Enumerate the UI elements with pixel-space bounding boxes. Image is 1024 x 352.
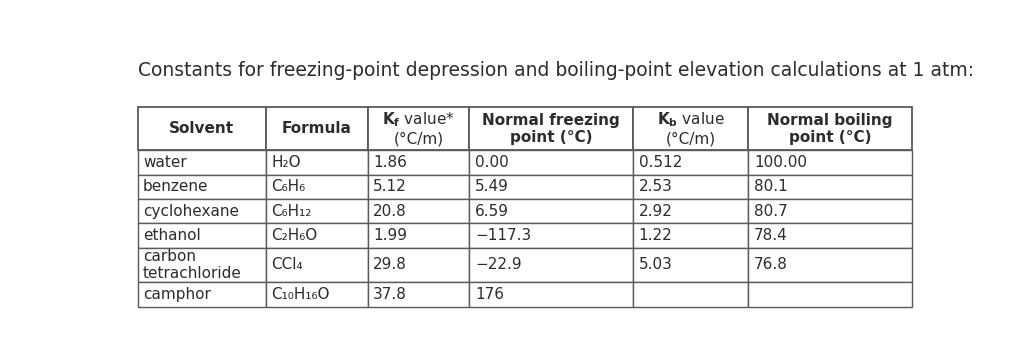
Text: water: water — [143, 155, 186, 170]
Text: 100.00: 100.00 — [754, 155, 807, 170]
Text: $\mathbf{K_b}$ value
(°C/m): $\mathbf{K_b}$ value (°C/m) — [656, 111, 725, 147]
Bar — [749, 199, 912, 224]
Bar — [266, 150, 368, 175]
Text: H₂O: H₂O — [271, 155, 301, 170]
Bar — [749, 282, 912, 307]
Text: C₂H₆O: C₂H₆O — [271, 228, 317, 243]
Text: 176: 176 — [475, 287, 504, 302]
Text: carbon
tetrachloride: carbon tetrachloride — [143, 249, 242, 281]
Text: 76.8: 76.8 — [754, 257, 787, 272]
Bar — [633, 150, 749, 175]
Text: Formula: Formula — [282, 121, 351, 136]
Bar — [633, 224, 749, 248]
Bar — [137, 150, 266, 175]
Bar — [633, 107, 749, 150]
Bar — [368, 282, 469, 307]
Bar — [368, 150, 469, 175]
Bar — [469, 282, 633, 307]
Bar — [469, 224, 633, 248]
Text: 80.1: 80.1 — [754, 179, 787, 194]
Text: 1.22: 1.22 — [639, 228, 673, 243]
Text: 37.8: 37.8 — [373, 287, 408, 302]
Bar — [266, 199, 368, 224]
Bar — [633, 282, 749, 307]
Text: 2.53: 2.53 — [639, 179, 673, 194]
Text: 80.7: 80.7 — [754, 204, 787, 219]
Bar — [137, 199, 266, 224]
Text: 0.00: 0.00 — [475, 155, 509, 170]
Text: cyclohexane: cyclohexane — [143, 204, 239, 219]
Text: 5.12: 5.12 — [373, 179, 407, 194]
Text: 29.8: 29.8 — [373, 257, 408, 272]
Bar — [633, 199, 749, 224]
Text: Solvent: Solvent — [169, 121, 234, 136]
Text: 0.512: 0.512 — [639, 155, 682, 170]
Bar — [368, 199, 469, 224]
Text: CCl₄: CCl₄ — [271, 257, 303, 272]
Text: benzene: benzene — [143, 179, 209, 194]
Text: 1.99: 1.99 — [373, 228, 408, 243]
Text: Normal boiling
point (°C): Normal boiling point (°C) — [767, 113, 893, 145]
Text: Constants for freezing-point depression and boiling-point elevation calculations: Constants for freezing-point depression … — [137, 61, 974, 80]
Bar — [469, 175, 633, 199]
Bar — [266, 175, 368, 199]
Bar — [749, 107, 912, 150]
Text: Normal freezing
point (°C): Normal freezing point (°C) — [482, 113, 621, 145]
Text: 2.92: 2.92 — [639, 204, 673, 219]
Bar — [469, 150, 633, 175]
Bar — [469, 248, 633, 282]
Text: 5.49: 5.49 — [475, 179, 509, 194]
Bar — [749, 248, 912, 282]
Bar — [266, 282, 368, 307]
Text: C₆H₁₂: C₆H₁₂ — [271, 204, 311, 219]
Bar — [137, 175, 266, 199]
Text: −117.3: −117.3 — [475, 228, 531, 243]
Bar — [266, 224, 368, 248]
Text: $\mathbf{K_f}$ value*
(°C/m): $\mathbf{K_f}$ value* (°C/m) — [382, 111, 455, 147]
Text: 5.03: 5.03 — [639, 257, 673, 272]
Bar — [633, 175, 749, 199]
Bar — [469, 199, 633, 224]
Bar — [137, 282, 266, 307]
Text: 78.4: 78.4 — [754, 228, 787, 243]
Bar — [469, 107, 633, 150]
Text: C₁₀H₁₆O: C₁₀H₁₆O — [271, 287, 330, 302]
Text: −22.9: −22.9 — [475, 257, 521, 272]
Text: 1.86: 1.86 — [373, 155, 408, 170]
Bar — [633, 248, 749, 282]
Text: ethanol: ethanol — [143, 228, 201, 243]
Bar — [137, 224, 266, 248]
Bar — [368, 224, 469, 248]
Text: 20.8: 20.8 — [373, 204, 407, 219]
Bar — [368, 175, 469, 199]
Text: camphor: camphor — [143, 287, 211, 302]
Bar — [266, 248, 368, 282]
Bar — [368, 107, 469, 150]
Bar — [137, 248, 266, 282]
Text: 6.59: 6.59 — [475, 204, 509, 219]
Text: C₆H₆: C₆H₆ — [271, 179, 305, 194]
Bar — [749, 224, 912, 248]
Bar — [137, 107, 266, 150]
Bar — [266, 107, 368, 150]
Bar — [368, 248, 469, 282]
Bar — [749, 150, 912, 175]
Bar — [749, 175, 912, 199]
